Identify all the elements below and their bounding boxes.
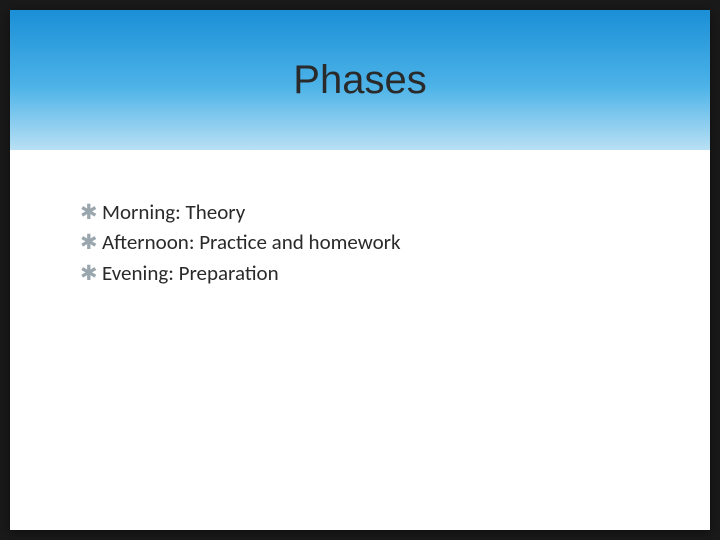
slide: Phases ✱ Morning: Theory ✱ Afternoon: Pr… bbox=[10, 10, 710, 530]
bullet-icon: ✱ bbox=[80, 198, 102, 226]
list-item: ✱ Evening: Preparation bbox=[80, 259, 640, 287]
slide-title: Phases bbox=[293, 58, 426, 103]
bullet-icon: ✱ bbox=[80, 228, 102, 256]
bullet-text: Morning: Theory bbox=[102, 198, 245, 226]
slide-content: ✱ Morning: Theory ✱ Afternoon: Practice … bbox=[10, 150, 710, 287]
list-item: ✱ Afternoon: Practice and homework bbox=[80, 228, 640, 256]
bullet-icon: ✱ bbox=[80, 259, 102, 287]
title-band: Phases bbox=[10, 10, 710, 150]
list-item: ✱ Morning: Theory bbox=[80, 198, 640, 226]
bullet-list: ✱ Morning: Theory ✱ Afternoon: Practice … bbox=[80, 198, 640, 287]
bullet-text: Afternoon: Practice and homework bbox=[102, 228, 401, 256]
bullet-text: Evening: Preparation bbox=[102, 259, 279, 287]
